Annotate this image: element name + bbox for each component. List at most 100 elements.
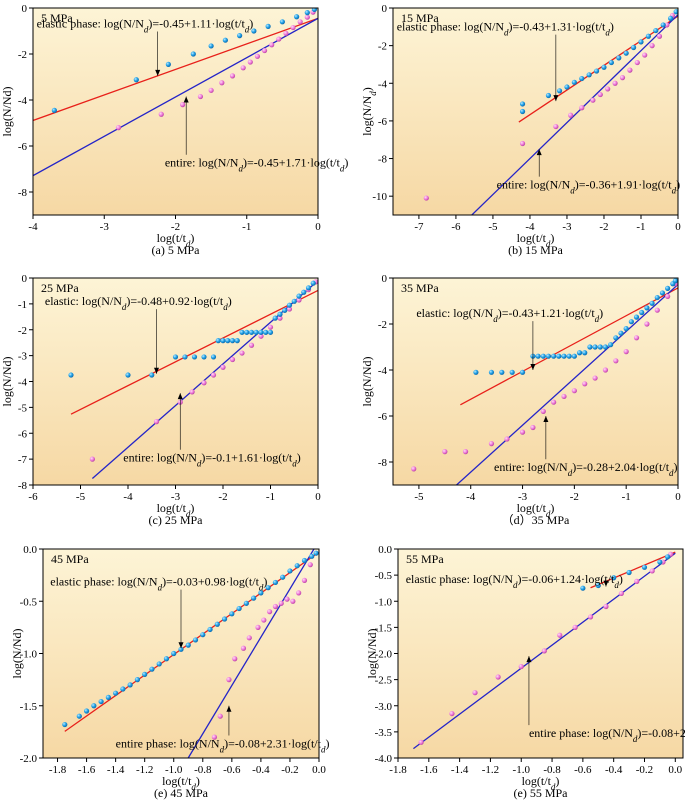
x-axis-label: log(t/td) (517, 501, 555, 519)
plot-frame (392, 7, 679, 216)
x-tick-label: -1.4 (107, 764, 125, 776)
x-tick-label: -1.2 (136, 764, 153, 776)
pink-point (219, 80, 225, 86)
cyan-point (672, 278, 678, 284)
pink-point (654, 307, 660, 313)
y-tick-label: -8 (18, 187, 28, 199)
pink-point (255, 624, 261, 630)
cyan-point (272, 315, 278, 321)
panel-6: -1.8 -1.6 -1.4 -1.2 -1.0 -0.8 -0.6 -0.4 -0.2 0.0 0… (365, 544, 685, 800)
y-tick-label: -4 (378, 78, 388, 90)
pink-point (229, 73, 236, 79)
pink-point (261, 617, 267, 623)
panel-title: 25 MPa (41, 281, 79, 295)
x-tick-label: -1.4 (451, 764, 469, 776)
y-axis-label: log(N/Nd) (0, 87, 14, 137)
x-tick-label: -3 (562, 221, 572, 233)
pink-point (571, 388, 577, 394)
y-tick-label: -2.5 (375, 675, 393, 687)
pink-point (613, 358, 619, 364)
cyan-point (267, 329, 274, 335)
cyan-point (608, 342, 614, 348)
y-tick-label: -2 (378, 41, 387, 53)
plot-area (33, 8, 318, 177)
y-tick-label: -1 (18, 299, 27, 311)
cyan-point (190, 51, 196, 57)
x-tick-label: -5 (76, 491, 86, 503)
x-tick-label: -2 (171, 221, 180, 233)
cyan-point (214, 621, 220, 627)
pink-point (290, 598, 296, 604)
cyan-point (294, 14, 300, 20)
cyan-point (76, 713, 82, 719)
cyan-point (579, 75, 585, 82)
cyan-point (580, 585, 586, 591)
entire-eq-arrowhead (183, 96, 189, 103)
entire-fit-line (455, 283, 678, 485)
elastic-eq-arrowhead (155, 69, 161, 76)
x-tick-label: -1.0 (165, 764, 183, 776)
cyan-point (641, 564, 648, 570)
cyan-point (310, 280, 316, 286)
pink-point (602, 367, 609, 373)
cyan-point (304, 10, 310, 16)
cyan-point (229, 338, 236, 344)
x-tick-label: 0.0 (668, 764, 682, 776)
cyan-point (234, 338, 240, 344)
pink-point (442, 449, 448, 455)
cyan-point (592, 344, 598, 350)
y-tick-label: -6 (378, 411, 388, 423)
pink-point (240, 65, 246, 71)
pink-point (592, 375, 598, 381)
cyan-point (163, 656, 170, 662)
pink-point (665, 293, 671, 299)
pink-point (530, 424, 536, 431)
pink-point (551, 399, 557, 405)
x-tick-label: -0.2 (636, 764, 653, 776)
x-tick-label: -0.2 (281, 764, 298, 776)
x-tick-label: -1 (242, 221, 251, 233)
pink-point (226, 677, 232, 683)
elastic-eq-arrowhead (603, 580, 609, 587)
y-tick-label: -8 (378, 457, 388, 469)
x-tick-label: -1.0 (513, 764, 531, 776)
cyan-point (98, 698, 104, 705)
cyan-point (473, 369, 479, 375)
y-tick-label: -4 (18, 95, 28, 107)
entire-eq: entire: log(N/Nd)=-0.45+1.71·log(t/td) (165, 156, 349, 174)
cyan-point (185, 642, 191, 648)
pink-point (153, 419, 160, 425)
cyan-point (654, 294, 660, 301)
cyan-point (665, 285, 671, 291)
pink-point (296, 297, 302, 303)
cyan-point (519, 369, 526, 375)
pink-point (277, 315, 283, 321)
cyan-point (165, 61, 171, 67)
cyan-point (509, 369, 515, 375)
cyan-point (626, 569, 632, 576)
pink-point (229, 356, 236, 363)
elastic-eq: elastic phase: log(N/Nd)=-0.06+1.24·log(… (406, 572, 623, 590)
entire-eq-arrowhead (177, 393, 183, 400)
cyan-point (602, 344, 609, 350)
cyan-point (272, 579, 279, 586)
pink-point (246, 635, 252, 641)
pink-point (568, 112, 574, 118)
cyan-point (208, 43, 214, 49)
pink-point (519, 429, 526, 435)
pink-point (519, 140, 526, 147)
entire-eq: entire: log(N/Nd)=-0.36+1.91·log(t/td) (497, 178, 681, 196)
cyan-point (287, 568, 293, 574)
panel-caption: (a) 5 MPa (152, 243, 201, 257)
entire-eq: entire: log(N/Nd)=-0.28+2.04·log(t/td) (494, 460, 678, 478)
y-tick-label: -3 (18, 351, 28, 363)
pink-point (258, 333, 264, 339)
pink-point (579, 105, 585, 111)
cyan-point (277, 311, 283, 317)
pink-point (240, 645, 247, 651)
panel-2: -7 -6 -5 -4 -3 -2 -1 00-2-4-6-8-10log(t/td)log(… (360, 3, 681, 257)
cyan-point (294, 563, 300, 569)
pink-point (254, 53, 261, 59)
pink-point (180, 102, 186, 108)
cyan-point (236, 605, 242, 612)
